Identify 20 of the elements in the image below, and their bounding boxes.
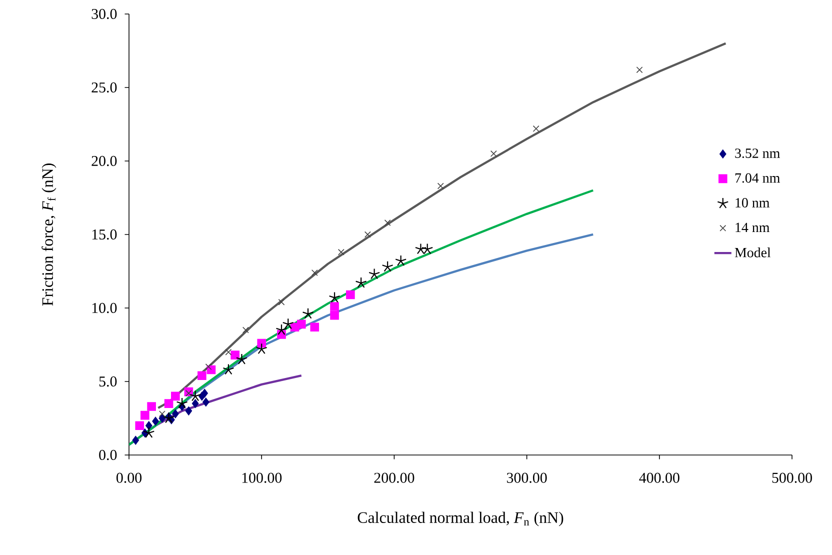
x-tick-label: 300.00: [506, 472, 547, 483]
y-tick-label: 20.0: [92, 156, 117, 166]
x-tick-label: 0.00: [116, 472, 142, 483]
x-tick-label: 400.00: [639, 472, 680, 483]
legend-label: 7.04 nm: [735, 173, 780, 183]
legend-label: 10 nm: [736, 198, 770, 208]
x-tick-label: 200.00: [374, 472, 414, 483]
legend-label: 3.52 nm: [735, 148, 780, 158]
x-tick-label: 100.00: [242, 472, 282, 483]
y-axis-title: Friction force, F$_{f}$ (nN): [42, 164, 56, 306]
y-tick-label: 30.0: [92, 8, 117, 20]
y-tick-label: 25.0: [92, 82, 117, 93]
x-axis-title: Calculated normal load, F$_{n}$ (nN): [358, 512, 564, 526]
y-tick-label: 10.0: [92, 302, 117, 314]
legend-label: 14 nm: [736, 222, 770, 232]
y-tick-label: 5.0: [99, 376, 117, 387]
y-tick-label: 15.0: [92, 229, 117, 240]
legend-label: Model: [734, 247, 771, 258]
x-tick-label: 500.00: [772, 472, 812, 483]
y-tick-label: 0.0: [99, 450, 117, 460]
